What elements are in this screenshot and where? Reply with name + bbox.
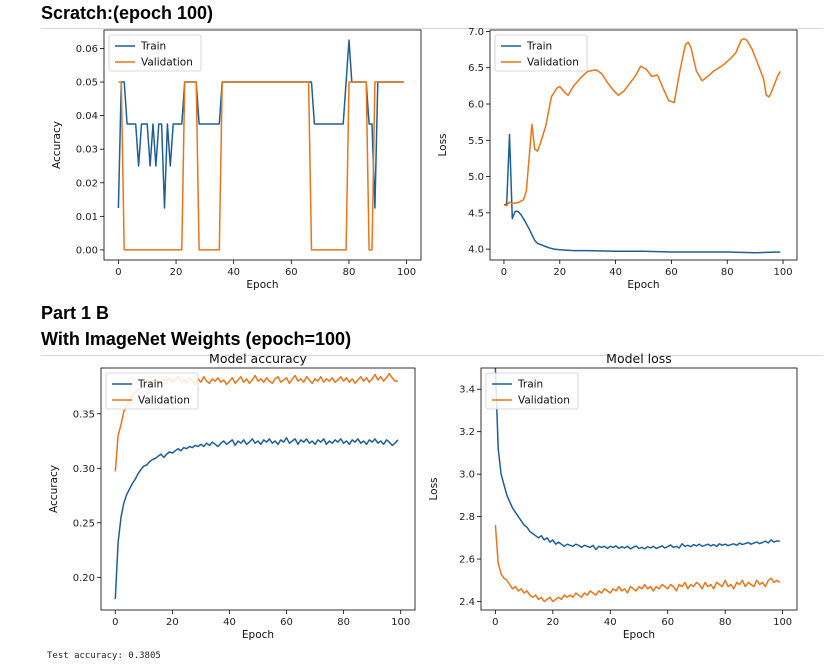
imagenet-loss-x-tick-label: 60	[661, 617, 674, 628]
scratch-accuracy-x-tick-label: 20	[170, 267, 183, 278]
imagenet-loss-y-tick-label: 2.8	[459, 512, 475, 523]
imagenet-accuracy-x-tick-label: 20	[166, 617, 179, 628]
chart-imagenet-accuracy: Model accuracy 0 20 40 60 80 100 0.20 0.25 0.30 0.…	[48, 351, 416, 641]
scratch-accuracy-x-tick-label: 100	[397, 267, 416, 278]
imagenet-accuracy-x-tick-label: 60	[280, 617, 293, 628]
scratch-loss-x-axis-label: Epoch	[627, 279, 659, 291]
imagenet-accuracy-series-train-line	[114, 437, 399, 600]
imagenet-loss-series-validation-line	[494, 525, 781, 603]
scratch-loss-series-train-line	[503, 133, 781, 254]
scratch-loss-x-tick-label: 40	[609, 267, 622, 278]
scratch-accuracy-legend-label-validation: Validation	[141, 57, 193, 69]
scratch-accuracy-y-tick-label: 0.02	[76, 178, 98, 189]
scratch-loss-x-tick-label: 20	[553, 267, 566, 278]
imagenet-loss-legend-label-validation: Validation	[518, 395, 570, 407]
scratch-accuracy-x-axis-label: Epoch	[246, 279, 278, 291]
scratch-loss-y-tick-label: 4.0	[468, 245, 484, 256]
imagenet-loss-y-tick-label: 2.4	[459, 597, 475, 608]
imagenet-accuracy-x-axis-label: Epoch	[242, 629, 274, 641]
scratch-loss-y-tick-label: 5.0	[468, 172, 484, 183]
scratch-loss-x-tick-label: 60	[665, 267, 678, 278]
imagenet-accuracy-legend-label-validation: Validation	[138, 395, 190, 407]
scratch-loss-y-tick-label: 6.5	[468, 63, 484, 74]
test-accuracy-output: Test accuracy: 0.3805	[47, 651, 161, 661]
imagenet-loss-x-tick-label: 40	[604, 617, 617, 628]
scratch-accuracy-y-tick-label: 0.03	[76, 145, 98, 156]
imagenet-accuracy-y-tick-label: 0.25	[73, 518, 95, 529]
section-divider	[41, 28, 823, 29]
scratch-loss-legend-label-train: Train	[526, 41, 552, 53]
scratch-loss-y-tick-label: 5.5	[468, 136, 484, 147]
imagenet-loss-plot-frame	[480, 367, 798, 611]
imagenet-accuracy-x-tick-label: 100	[391, 617, 410, 628]
scratch-accuracy-x-tick-label: 80	[343, 267, 356, 278]
imagenet-accuracy-title: Model accuracy	[209, 351, 308, 366]
imagenet-loss-legend-label-train: Train	[517, 379, 543, 391]
scratch-accuracy-y-tick-label: 0.01	[76, 212, 98, 223]
scratch-loss-legend-label-validation: Validation	[527, 57, 579, 69]
scratch-loss-x-tick-label: 100	[773, 267, 792, 278]
scratch-loss-plot-frame	[489, 29, 798, 261]
scratch-accuracy-x-tick-label: 40	[227, 267, 240, 278]
chart-imagenet-loss: Model loss 0 20 40 60 80 100 2.4 2.6 2.8 3.0 3.2 3.4…	[428, 351, 798, 641]
chart-scratch-loss: 0 20 40 60 80 100 4.0 4.5 5.0 5.5 6.0 6.5 7.0 Epoch Lo…	[437, 27, 798, 291]
imagenet-loss-y-tick-label: 2.6	[459, 555, 475, 566]
imagenet-loss-x-axis-label: Epoch	[623, 629, 655, 641]
imagenet-accuracy-x-tick-label: 80	[337, 617, 350, 628]
scratch-loss-series-validation-line	[503, 37, 781, 207]
imagenet-loss-y-tick-label: 3.4	[459, 385, 475, 396]
imagenet-loss-y-tick-label: 3.0	[459, 470, 475, 481]
imagenet-loss-x-tick-label: 20	[546, 617, 559, 628]
imagenet-loss-y-axis-label: Loss	[428, 477, 440, 500]
scratch-loss-x-tick-label: 80	[721, 267, 734, 278]
scratch-accuracy-y-tick-label: 0.00	[76, 245, 98, 256]
scratch-loss-y-axis-label: Loss	[437, 133, 449, 156]
scratch-accuracy-x-tick-label: 0	[115, 267, 121, 278]
scratch-accuracy-series-validation-line	[118, 81, 404, 251]
scratch-loss-y-tick-label: 7.0	[468, 27, 484, 38]
imagenet-accuracy-x-tick-label: 40	[223, 617, 236, 628]
scratch-accuracy-y-tick-label: 0.04	[76, 111, 98, 122]
section-heading-part: Part 1 B	[41, 303, 110, 323]
section-heading-imagenet: With ImageNet Weights (epoch=100)	[41, 329, 352, 349]
scratch-accuracy-y-tick-label: 0.06	[76, 44, 98, 55]
section-divider	[41, 355, 823, 356]
imagenet-accuracy-y-tick-label: 0.35	[73, 409, 95, 420]
scratch-accuracy-x-tick-label: 60	[285, 267, 298, 278]
imagenet-accuracy-y-tick-label: 0.30	[73, 464, 95, 475]
section-heading-scratch: Scratch:(epoch 100)	[41, 3, 214, 23]
scratch-accuracy-legend-label-train: Train	[140, 41, 166, 53]
scratch-accuracy-y-axis-label: Accuracy	[51, 121, 63, 169]
scratch-loss-x-tick-label: 0	[501, 267, 507, 278]
imagenet-loss-x-tick-label: 100	[773, 617, 792, 628]
imagenet-accuracy-y-axis-label: Accuracy	[48, 465, 60, 513]
imagenet-accuracy-legend-label-train: Train	[137, 379, 163, 391]
imagenet-accuracy-y-tick-label: 0.20	[73, 573, 95, 584]
imagenet-loss-series-train-line	[494, 367, 780, 551]
scratch-accuracy-y-tick-label: 0.05	[76, 78, 98, 89]
chart-scratch-accuracy: 0 20 40 60 80 100 0.00 0.01 0.02 0.03 0.04 0.05 0.06…	[51, 29, 422, 291]
scratch-loss-y-tick-label: 6.0	[468, 100, 484, 111]
imagenet-accuracy-x-tick-label: 0	[112, 617, 118, 628]
imagenet-loss-x-tick-label: 0	[492, 617, 498, 628]
imagenet-accuracy-plot-frame	[100, 367, 416, 611]
scratch-accuracy-plot-frame	[103, 29, 422, 261]
scratch-loss-y-tick-label: 4.5	[468, 208, 484, 219]
imagenet-loss-title: Model loss	[606, 351, 672, 366]
imagenet-loss-x-tick-label: 80	[719, 617, 732, 628]
imagenet-loss-y-tick-label: 3.2	[459, 427, 475, 438]
